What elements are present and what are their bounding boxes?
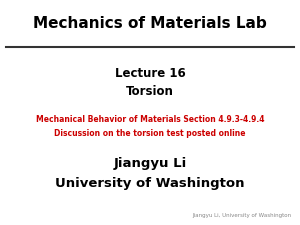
Text: Mechanical Behavior of Materials Section 4.9.3-4.9.4: Mechanical Behavior of Materials Section… xyxy=(36,115,264,124)
Text: Mechanics of Materials Lab: Mechanics of Materials Lab xyxy=(33,16,267,31)
Text: Torsion: Torsion xyxy=(126,85,174,98)
Text: Lecture 16: Lecture 16 xyxy=(115,67,185,80)
Text: Jiangyu Li: Jiangyu Li xyxy=(113,157,187,170)
Text: Jiangyu Li, University of Washington: Jiangyu Li, University of Washington xyxy=(192,213,291,218)
Text: University of Washington: University of Washington xyxy=(55,177,245,190)
Text: Discussion on the torsion test posted online: Discussion on the torsion test posted on… xyxy=(54,129,246,138)
